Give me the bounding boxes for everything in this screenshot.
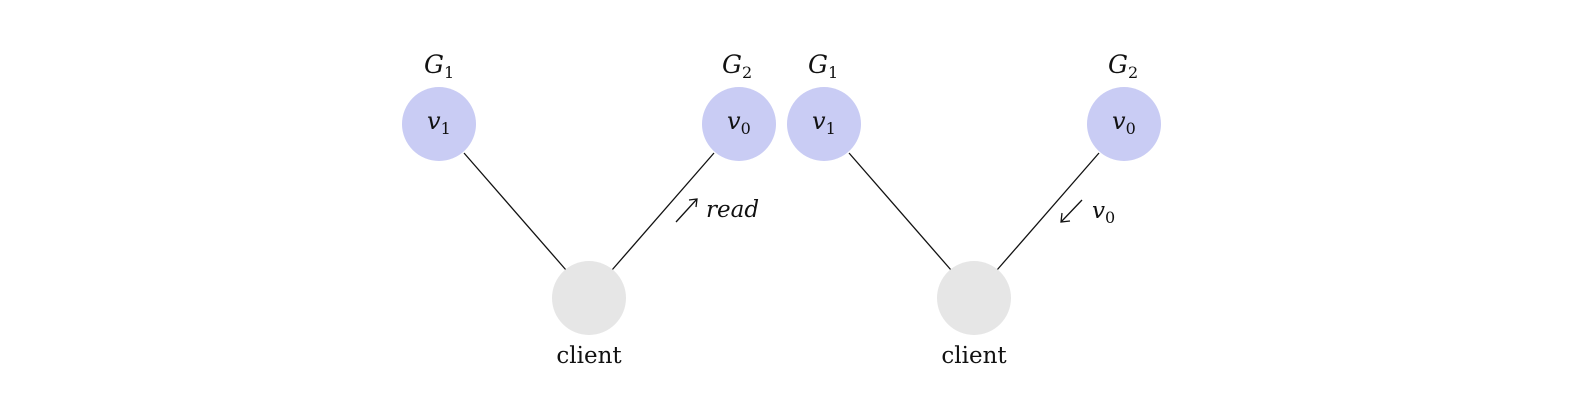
- arrow-up-right-icon: [675, 198, 698, 223]
- edge-g1-client: [848, 152, 952, 271]
- node-g2: [702, 87, 776, 161]
- group-label-g2: G2: [1108, 50, 1138, 82]
- node-label-g2: v0: [1112, 107, 1136, 138]
- group-label-g1: G1: [808, 50, 838, 82]
- node-g1: [787, 87, 861, 161]
- panel-2: G1 G2 v1 v0 client v0: [787, 50, 1161, 369]
- edge-g2-client: [996, 152, 1100, 271]
- node-g2: [1087, 87, 1161, 161]
- edge-label-read: read: [706, 197, 759, 223]
- node-label-g1: v1: [812, 107, 836, 138]
- node-client: [552, 261, 626, 335]
- arrow-down-left-icon: [1060, 199, 1083, 223]
- group-label-g2: G2: [722, 50, 752, 82]
- node-label-g1: v1: [427, 107, 451, 138]
- client-label: client: [556, 343, 622, 369]
- client-label: client: [941, 343, 1007, 369]
- panel-1: G1 G2 v1 v0 client read: [402, 50, 776, 369]
- edge-label-v0: v0: [1092, 198, 1115, 227]
- node-label-g2: v0: [727, 107, 751, 138]
- group-label-g1: G1: [424, 50, 454, 82]
- edge-g1-client: [463, 152, 567, 271]
- edge-g2-client: [611, 152, 715, 271]
- node-g1: [402, 87, 476, 161]
- node-client: [937, 261, 1011, 335]
